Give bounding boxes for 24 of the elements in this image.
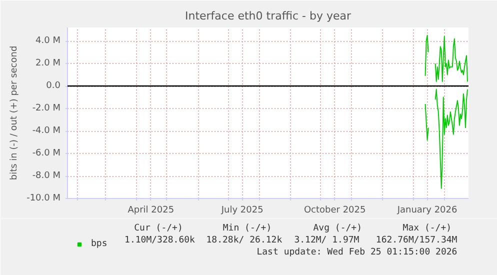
legend-label: bps [91,239,108,249]
text: Max (-/+) [402,224,452,234]
text: 18.28k/ 26.12k [206,236,283,246]
x-tick-label: April 2025 [128,206,174,216]
x-tick-label: October 2025 [304,206,366,216]
x-tick-label: January 2026 [396,206,458,216]
y-tick-label: -4.0 M [32,126,60,136]
y-tick-label: -10.0 M [26,194,61,204]
y-tick-label: -6.0 M [32,148,60,158]
text: 1.10M/328.60k [124,236,196,246]
y-tick-label: 4.0 M [36,36,61,46]
text: 162.76M/157.34M [376,236,458,246]
y-tick-label: -8.0 M [32,171,60,181]
text: 3.12M/ 1.97M [294,236,360,246]
y-tick-label: 2.0 M [36,58,61,68]
chart-title: Interface eth0 traffic - by year [184,10,352,22]
y-tick-label: -2.0 M [32,104,60,114]
y-axis-title: bits in (-) / out (+) per second [10,46,20,180]
text: Last update: Wed Feb 25 01:15:00 2026 [256,248,458,258]
text: Cur (-/+) [134,224,183,234]
x-tick-label: July 2025 [220,206,264,216]
text: Avg (-/+) [313,224,362,234]
y-tick-label: 0.0 [46,81,61,91]
text: Min (-/+) [222,224,272,234]
